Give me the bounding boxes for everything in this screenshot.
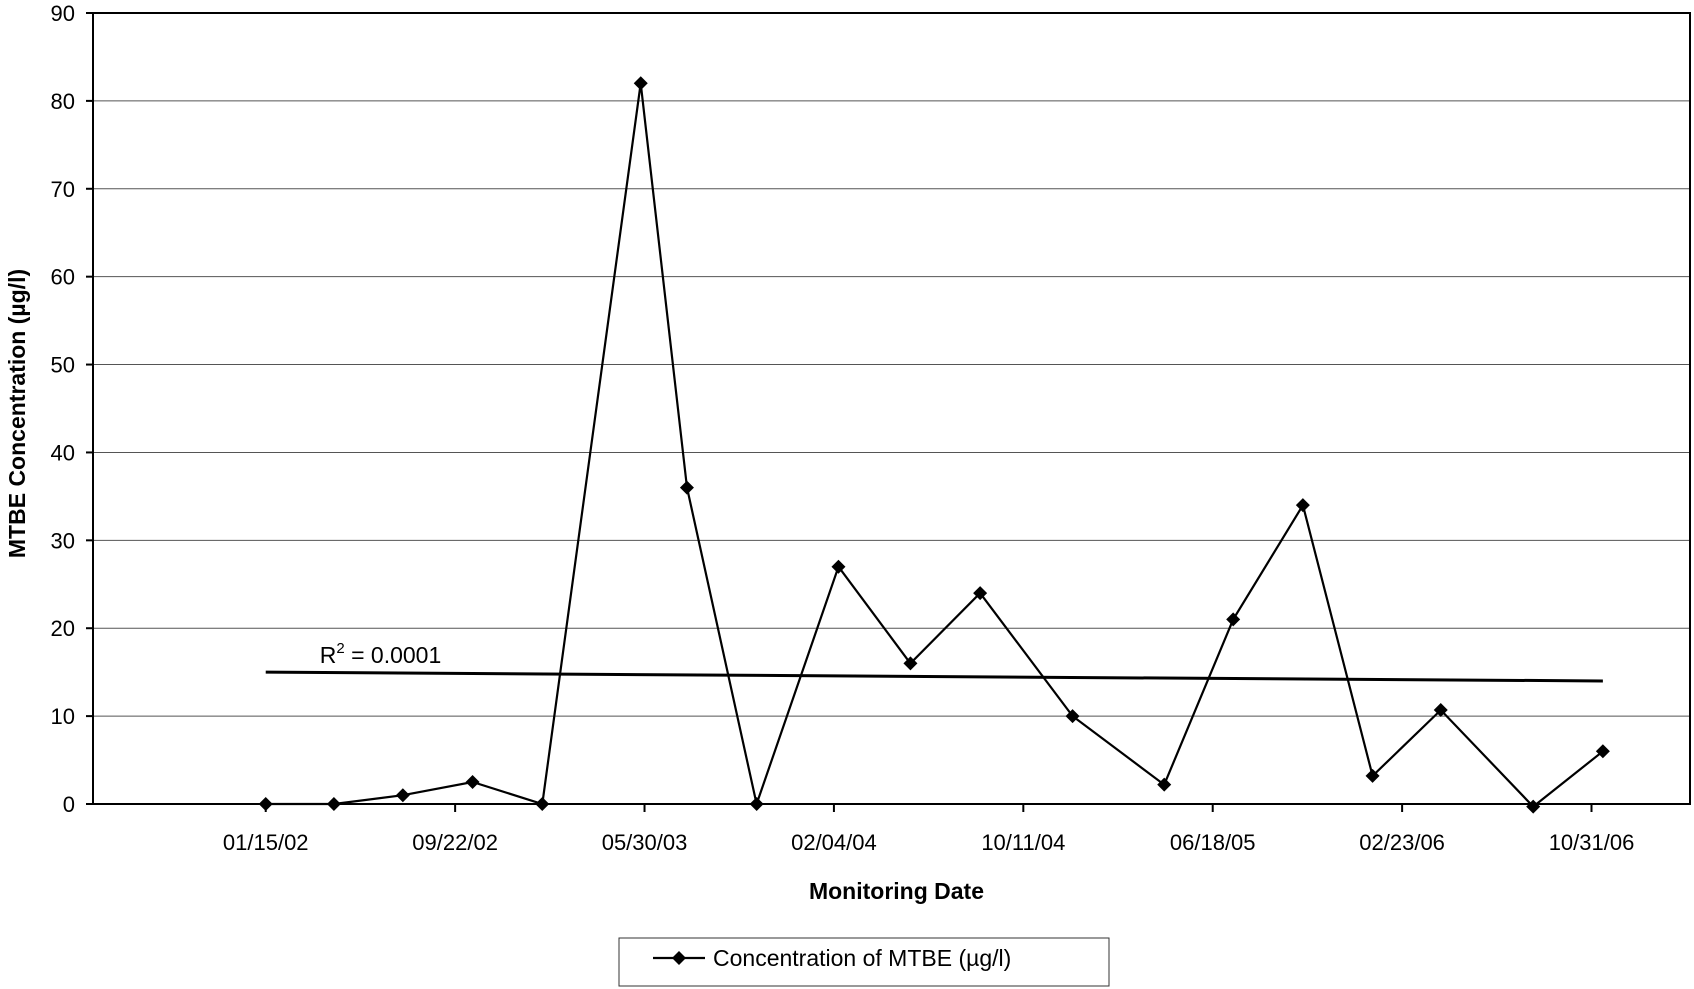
y-axis-title: MTBE Concentration (µg/l) (4, 269, 30, 558)
y-tick-label: 10 (51, 704, 75, 729)
y-tick-label: 20 (51, 616, 75, 641)
data-point-marker (1433, 702, 1448, 717)
series-line-mtbe (265, 83, 1604, 809)
legend-box (618, 937, 1110, 987)
legend: Concentration of MTBE (µg/l) (618, 937, 1110, 987)
data-point-marker (1295, 498, 1310, 513)
y-tick-label: 90 (51, 1, 75, 26)
x-axis: 01/15/02 09/22/02 05/30/03 02/04/04 10/11/04… (223, 804, 1634, 855)
y-tick-label: 40 (51, 440, 75, 465)
data-point-marker (326, 797, 341, 811)
x-tick-label: 02/04/04 (791, 830, 877, 855)
legend-entry-mtbe: Concentration of MTBE (µg/l) (713, 945, 1011, 971)
y-tick-label: 0 (63, 792, 75, 817)
data-point-marker (1065, 709, 1080, 724)
data-point-marker (1365, 768, 1380, 783)
data-point-marker (1157, 777, 1172, 792)
linear-trendline (265, 670, 1603, 683)
y-tick-label: 60 (51, 265, 75, 290)
data-point-marker (465, 775, 480, 790)
x-tick-label: 05/30/03 (602, 830, 688, 855)
data-point-marker (973, 586, 988, 601)
plot-area-frame (92, 12, 1691, 805)
y-axis: 0 10 20 30 40 50 60 70 80 90 (51, 1, 93, 817)
data-point-marker (633, 76, 648, 91)
r-squared-label: R2 = 0.0001 (320, 640, 442, 668)
data-point-marker (1595, 744, 1610, 759)
x-tick-label: 01/15/02 (223, 830, 309, 855)
gridlines (93, 100, 1690, 717)
data-point-marker (749, 797, 764, 811)
x-axis-title: Monitoring Date (809, 878, 984, 904)
x-tick-label: 10/11/04 (981, 830, 1065, 855)
y-tick-label: 70 (51, 177, 75, 202)
series-markers (258, 76, 1610, 814)
y-tick-label: 30 (51, 528, 75, 553)
legend-diamond-marker (672, 951, 686, 965)
x-tick-label: 06/18/05 (1170, 830, 1256, 855)
r-squared-value: = 0.0001 (345, 642, 442, 668)
r-squared-superscript: 2 (336, 640, 344, 657)
data-point-marker (831, 559, 846, 574)
y-tick-label: 50 (51, 353, 75, 378)
data-point-marker (903, 656, 918, 671)
x-tick-label: 09/22/02 (412, 830, 498, 855)
data-point-marker (395, 788, 410, 803)
data-point-marker (1226, 612, 1241, 627)
data-point-marker (1526, 799, 1541, 814)
x-tick-label: 10/31/06 (1549, 830, 1635, 855)
data-point-marker (258, 797, 273, 811)
y-tick-label: 80 (51, 89, 75, 114)
data-point-marker (535, 797, 550, 811)
x-tick-label: 02/23/06 (1359, 830, 1445, 855)
data-point-marker (679, 480, 694, 495)
r-squared-letter: R (320, 642, 337, 668)
